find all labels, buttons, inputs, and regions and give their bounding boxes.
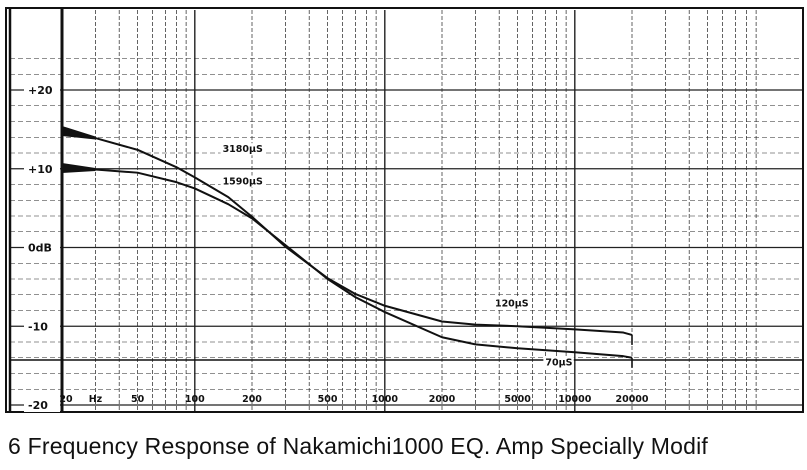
- y-tick-label: +10: [28, 163, 53, 176]
- x-tick-label: 20000: [615, 394, 648, 405]
- chart-border: [5, 7, 804, 413]
- annotation-bg: [492, 297, 530, 310]
- y-tick-label-bg: [24, 239, 60, 255]
- chart-series: [61, 125, 633, 368]
- figure-caption: 6 Frequency Response of Nakamichi1000 EQ…: [8, 433, 708, 459]
- x-tick-label: 1000: [372, 394, 399, 405]
- y-tick-label: -20: [28, 399, 48, 412]
- series-line-1590µS: [61, 166, 633, 359]
- x-tick-label: 200: [242, 394, 262, 405]
- x-tick-label: 10000: [558, 394, 591, 405]
- y-tick-label-bg: [24, 318, 60, 334]
- y-tick-label: -10: [28, 320, 48, 333]
- x-tick-label: 100: [185, 394, 205, 405]
- y-tick-label-bg: [24, 397, 60, 412]
- annotation-bg: [220, 175, 265, 188]
- curve-label: 1590µS: [223, 177, 263, 188]
- annotation-bg: [220, 143, 265, 156]
- x-tick-label: 500: [318, 394, 338, 405]
- annotation-bg: [543, 356, 574, 369]
- x-tick-label: 50: [131, 394, 145, 405]
- frequency-response-chart: +20 +10 0dB -10 -20 20 50 100 200 500 1000 2000 5000…: [5, 7, 804, 413]
- curve-label: 3180µS: [223, 144, 263, 155]
- series-trace-start-1590µS: [62, 162, 96, 173]
- curve-label: 120µS: [495, 299, 529, 310]
- y-tick-label-bg: [24, 160, 60, 176]
- chart-svg: +20 +10 0dB -10 -20 20 50 100 200 500 1000 2000 5000…: [5, 7, 804, 413]
- x-tick-label: 5000: [504, 394, 531, 405]
- x-unit-label: Hz: [89, 394, 103, 405]
- chart-annotations: 3180µS 1590µS 120µS 70µS: [220, 143, 574, 369]
- y-tick-label: +20: [28, 84, 53, 97]
- chart-frame: [5, 7, 804, 413]
- x-tick-label: 2000: [429, 394, 456, 405]
- x-tick-label: 20: [59, 394, 73, 405]
- y-tick-label: 0dB: [28, 242, 52, 255]
- series-line-3180µS: [61, 129, 633, 336]
- series-trace-start-3180µS: [62, 125, 96, 140]
- chart-grid: [10, 10, 803, 412]
- curve-label: 70µS: [545, 358, 572, 369]
- y-tick-label-bg: [24, 82, 60, 97]
- chart-tick-labels: +20 +10 0dB -10 -20 20 50 100 200 500 1000 2000 5000…: [24, 82, 649, 412]
